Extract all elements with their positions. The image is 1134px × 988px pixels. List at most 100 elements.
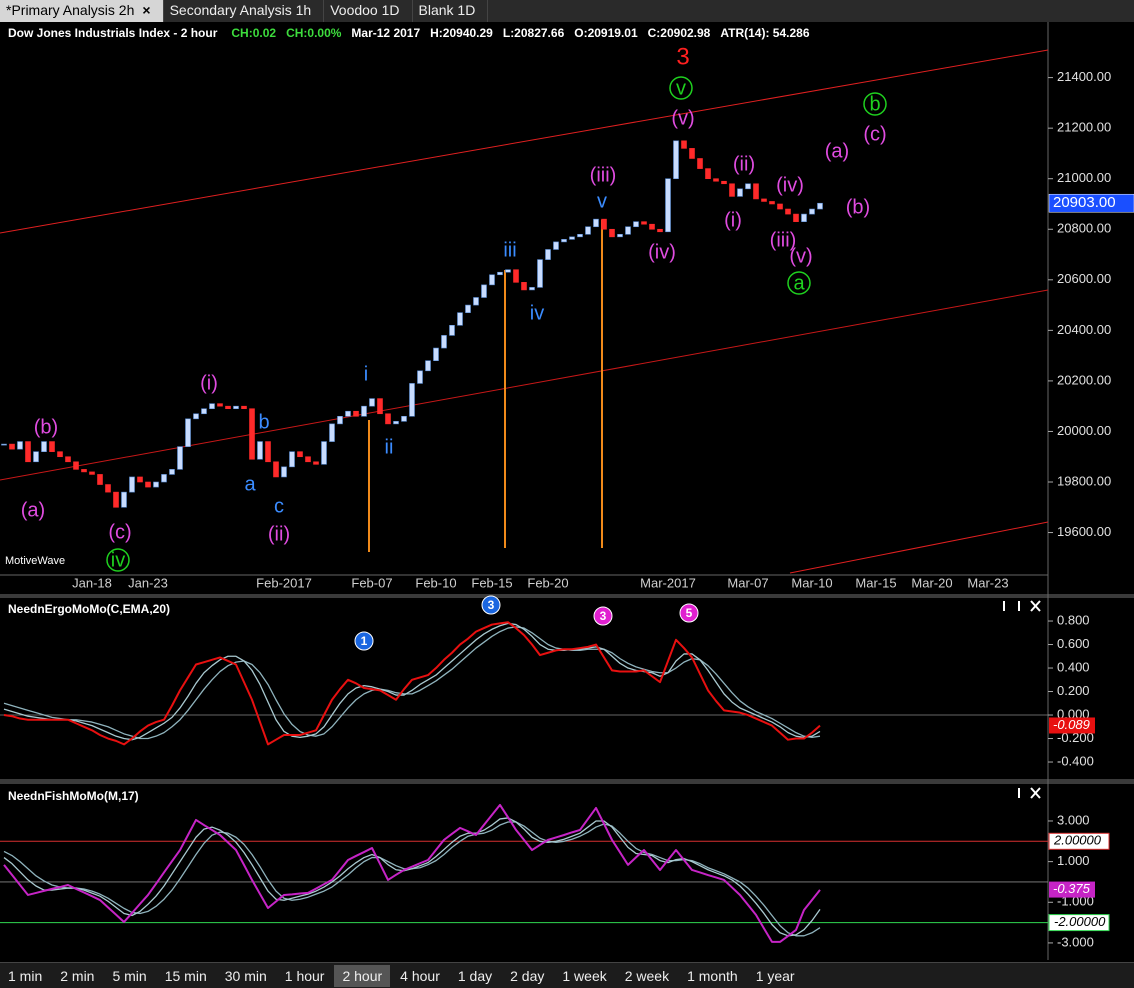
candle: [465, 304, 471, 313]
candle: [393, 421, 399, 425]
x-tick-label: Jan-18: [72, 575, 112, 590]
y-tick-label: 0.800: [1057, 612, 1090, 627]
timeframe-button[interactable]: 30 min: [224, 968, 267, 984]
candle: [305, 456, 311, 463]
x-tick-label: Mar-2017: [640, 575, 696, 590]
tab-label[interactable]: Secondary Analysis 1h: [169, 2, 312, 18]
candle: [73, 461, 79, 470]
candle: [577, 234, 583, 238]
y-tick-label: 19600.00: [1057, 524, 1111, 539]
candle: [689, 148, 695, 159]
wave-label: (i): [200, 372, 218, 394]
candle: [665, 178, 671, 233]
info-field: L:20827.66: [502, 26, 565, 40]
tab[interactable]: Blank 1D: [413, 0, 489, 22]
candle: [249, 408, 255, 460]
candle: [257, 441, 263, 460]
timeframe-button[interactable]: 2 day: [510, 968, 545, 984]
timeframe-button[interactable]: 1 week: [562, 968, 607, 984]
candle: [89, 471, 95, 475]
wave-label: (i): [724, 209, 742, 231]
candle: [137, 476, 143, 483]
candle: [545, 249, 551, 260]
candle: [401, 415, 407, 422]
timeframe-button[interactable]: 1 min: [8, 968, 43, 984]
candle: [153, 481, 159, 488]
timeframe-button[interactable]: 2 min: [60, 968, 95, 984]
candle: [185, 418, 191, 447]
wave-label: (iv): [648, 241, 676, 263]
y-tick-label: 21200.00: [1057, 120, 1111, 135]
candle: [681, 140, 687, 149]
candle: [673, 140, 679, 180]
wave-label: v: [597, 190, 607, 212]
tab-label[interactable]: *Primary Analysis 2h: [6, 2, 135, 18]
tab[interactable]: *Primary Analysis 2h ×: [0, 0, 164, 22]
candle: [377, 398, 383, 415]
candle: [337, 415, 343, 425]
x-tick-label: Mar-10: [791, 575, 832, 590]
tab-label[interactable]: Voodoo 1D: [330, 2, 400, 18]
signal-label: 5: [686, 606, 693, 620]
candle: [409, 383, 415, 417]
y-tick-label: 20800.00: [1057, 221, 1111, 236]
candle: [121, 491, 127, 508]
candle: [321, 441, 327, 465]
timeframe-button[interactable]: 2 hour: [334, 965, 391, 987]
timeframe-button[interactable]: 5 min: [112, 968, 147, 984]
tab-close[interactable]: ×: [142, 2, 151, 18]
candle: [737, 188, 743, 197]
candle: [209, 403, 215, 410]
candle: [801, 213, 807, 222]
candle: [497, 271, 503, 276]
candle: [697, 158, 703, 169]
timeframe-button[interactable]: 4 hour: [400, 968, 440, 984]
candle: [33, 451, 39, 463]
candle: [129, 476, 135, 493]
candle: [17, 441, 23, 450]
timeframe-button[interactable]: 1 month: [687, 968, 738, 984]
channel-line: [0, 49, 1049, 234]
candle: [225, 405, 231, 410]
tab[interactable]: Secondary Analysis 1h: [164, 0, 325, 22]
y-tick-label: 3.000: [1057, 812, 1090, 827]
watermark: MotiveWave: [5, 555, 65, 567]
candle: [9, 443, 15, 450]
candle: [753, 183, 759, 200]
timeframe-button[interactable]: 1 day: [457, 968, 493, 984]
timeframe-button[interactable]: 15 min: [164, 968, 207, 984]
candle: [193, 413, 199, 420]
info-field: ATR(14): 54.286: [720, 26, 810, 40]
wave-label: b: [258, 411, 269, 433]
timeframe-button[interactable]: 1 hour: [284, 968, 325, 984]
candle: [1, 443, 7, 446]
candle: [705, 168, 711, 180]
candle: [625, 226, 631, 235]
candle: [113, 491, 119, 508]
candle: [441, 335, 447, 349]
wave-label: (v): [789, 245, 812, 267]
close-panel[interactable]: [1030, 787, 1041, 799]
wave-label: (b): [846, 196, 870, 218]
close-panel[interactable]: [1030, 600, 1041, 612]
timeframe-bar: 1 min 2 min 5 min 15 min 30 min 1 hour 2 hour 4…: [0, 962, 1134, 988]
y-tick-label: -3.000: [1057, 934, 1094, 949]
panel-title: NeednErgoMoMo(C,EMA,20): [8, 602, 170, 616]
tab[interactable]: Voodoo 1D: [324, 0, 413, 22]
signal-label: 3: [488, 598, 495, 612]
timeframe-button[interactable]: 1 year: [755, 968, 795, 984]
y-tick-label: 20600.00: [1057, 271, 1111, 286]
wave-label: (a): [825, 140, 849, 162]
wave-label: ii: [385, 436, 394, 458]
y-tick-label: 20400.00: [1057, 322, 1111, 337]
panel-controls[interactable]: [1003, 600, 1041, 799]
tab-label[interactable]: Blank 1D: [418, 2, 476, 18]
wave-label: (iv): [776, 174, 804, 196]
wave-label: (a): [21, 499, 45, 521]
candle: [721, 180, 727, 185]
timeframe-button[interactable]: 2 week: [624, 968, 670, 984]
signal-label: 1: [361, 634, 368, 648]
price-panel: [0, 22, 1048, 575]
candle: [649, 223, 655, 230]
